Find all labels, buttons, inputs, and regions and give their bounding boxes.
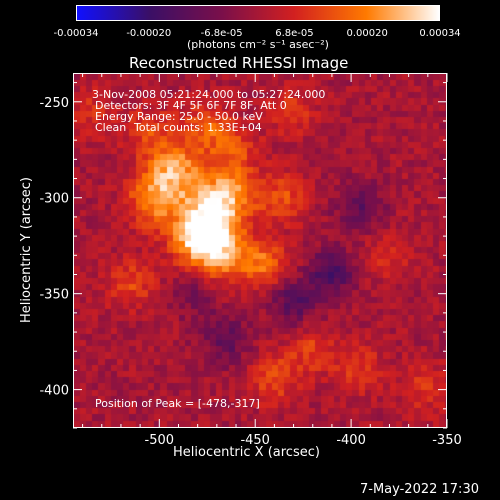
- x-tick-label: -500: [145, 433, 175, 448]
- y-tick-label: -300: [39, 192, 69, 207]
- colorbar-axis: -0.00034 -0.00020 -6.8e-05 6.8e-05 0.00020 0.…: [54, 28, 461, 39]
- plot-area: 3-Nov-2008 05:21:24.000 to 05:27:24.000 …: [73, 73, 447, 428]
- method-label: Clean: [95, 121, 127, 134]
- y-axis-label: Heliocentric Y (arcsec): [19, 177, 34, 323]
- energy-range-label: Energy Range: 25.0 - 50.0 keV: [95, 110, 263, 123]
- peak-position-label: Position of Peak = [-478,-317]: [95, 397, 260, 410]
- x-tick-label: -350: [432, 433, 462, 448]
- colorbar-tick-label: -0.00020: [126, 28, 171, 39]
- colorbar-tick-label: 0.00034: [419, 28, 460, 39]
- y-tick-label: -250: [39, 96, 69, 111]
- heatmap-image: [74, 74, 446, 427]
- colorbar-tick-label: 0.00020: [347, 28, 388, 39]
- footer-datetime: 7-May-2022 17:30: [360, 482, 479, 497]
- total-counts-label: Total counts: 1.33E+04: [134, 121, 262, 134]
- chart-title: Reconstructed RHESSI Image: [129, 54, 349, 72]
- colorbar-tick-label: -6.8e-05: [201, 28, 243, 39]
- detectors-label: Detectors: 3F 4F 5F 6F 7F 8F, Att 0: [95, 99, 287, 112]
- colorbar-tick-label: -0.00034: [54, 28, 99, 39]
- x-tick-label: -400: [336, 433, 366, 448]
- colorbar-tick-label: 6.8e-05: [275, 28, 313, 39]
- x-axis-label: Heliocentric X (arcsec): [173, 445, 320, 460]
- y-tick-label: -400: [39, 384, 69, 399]
- colorbar-unit-label: (photons cm⁻² s⁻¹ asec⁻²): [187, 38, 329, 51]
- colorbar: [76, 5, 440, 21]
- y-tick-label: -350: [39, 288, 69, 303]
- time-range-label: 3-Nov-2008 05:21:24.000 to 05:27:24.000: [92, 88, 326, 101]
